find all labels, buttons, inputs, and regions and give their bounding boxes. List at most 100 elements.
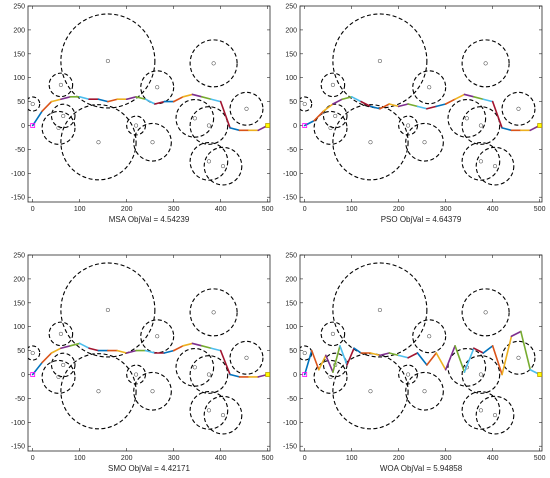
obstacle-circle <box>313 110 348 145</box>
obstacle-center <box>427 334 432 339</box>
path-segment <box>144 349 156 354</box>
path-segment <box>491 345 503 376</box>
path-segment <box>303 119 315 127</box>
obstacle-circle <box>48 321 74 347</box>
obstacle-circle <box>140 70 175 105</box>
y-tick-label: 150 <box>13 300 25 307</box>
path-segment <box>182 93 194 98</box>
x-tick-label: 100 <box>74 455 86 462</box>
path-segment <box>379 352 391 357</box>
axes-box <box>299 254 543 452</box>
obstacle-center <box>105 58 110 64</box>
obstacle-center <box>377 307 382 313</box>
obstacle-circle <box>461 142 501 181</box>
y-tick-label: 100 <box>285 324 297 331</box>
path-segment <box>88 347 100 352</box>
obstacle-center <box>478 123 483 128</box>
plot-area <box>300 262 542 435</box>
obstacle-circle <box>332 353 409 430</box>
obstacle-center <box>56 125 61 130</box>
obstacle-circle <box>126 115 147 136</box>
obstacle-center <box>30 101 35 107</box>
path-segment <box>346 347 355 366</box>
obstacle-circle <box>50 103 76 129</box>
obstacle-circle <box>28 96 41 112</box>
path-segment <box>491 100 503 129</box>
obstacle-center <box>406 123 411 128</box>
obstacle-circle <box>412 319 447 354</box>
path-segment <box>435 103 447 108</box>
obstacle-circle <box>412 70 447 105</box>
obstacle-center <box>96 389 101 394</box>
path-segment <box>473 96 485 101</box>
y-tick-label: 200 <box>13 27 25 34</box>
x-tick-label: 300 <box>440 206 452 213</box>
axes-box <box>27 254 271 452</box>
y-tick-label: 250 <box>13 4 25 11</box>
y-tick-label: -100 <box>283 420 297 427</box>
path-segment <box>78 96 90 101</box>
x-tick-label: 200 <box>393 206 405 213</box>
y-tick-label: 200 <box>285 27 297 34</box>
path-segment <box>388 103 400 108</box>
y-tick-label: -50 <box>15 396 25 403</box>
path-segment <box>482 98 494 103</box>
path-segment <box>229 127 241 132</box>
path-segment <box>520 330 532 371</box>
path-segment <box>332 345 341 373</box>
obstacle-circle <box>175 98 215 138</box>
panel-woa: 0 100 200 300 400 500 -150 -100 -50 0 50 100 150 200 2… <box>283 253 546 474</box>
y-tick-label: 100 <box>13 75 25 82</box>
obstacle-center <box>211 61 216 66</box>
path-segment <box>107 98 119 103</box>
obstacle-circle <box>60 262 156 358</box>
y-tick-label: -50 <box>287 147 297 154</box>
obstacle-center <box>328 374 333 379</box>
path-segment <box>69 342 81 347</box>
x-tick-label: 100 <box>346 206 358 213</box>
y-tick-label: -150 <box>283 195 297 202</box>
obstacle-center <box>150 389 155 394</box>
panel-pso: 0 100 200 300 400 500 -150 -100 -50 0 50 100 150 200 2… <box>283 4 546 225</box>
path-segment <box>144 98 156 105</box>
obstacle-circle <box>405 371 444 411</box>
obstacle-circle <box>461 106 501 145</box>
obstacle-circle <box>405 122 444 162</box>
obstacle-center <box>406 372 411 377</box>
obstacle-circle <box>398 364 419 385</box>
path-segment <box>501 127 513 132</box>
path-segment <box>435 352 447 371</box>
path-segment <box>163 349 175 354</box>
obstacle-circle <box>189 391 229 430</box>
path-segment <box>201 96 213 101</box>
path-segment <box>116 349 128 354</box>
path-segment <box>341 96 353 101</box>
y-tick-label: 50 <box>17 99 25 106</box>
y-tick-label: -150 <box>283 444 297 451</box>
obstacle-circle <box>189 355 229 394</box>
y-tick-label: -100 <box>11 420 25 427</box>
obstacle-center <box>134 123 139 128</box>
x-tick-label: 500 <box>262 206 274 213</box>
y-tick-label: 250 <box>13 253 25 260</box>
obstacle-circle <box>41 359 76 394</box>
obstacle-circle <box>461 355 501 394</box>
obstacle-center <box>105 307 110 313</box>
path-segment <box>407 103 419 108</box>
obstacle-center <box>330 82 335 87</box>
obstacle-circle <box>189 106 229 145</box>
obstacle-center <box>492 413 498 418</box>
obstacle-center <box>483 61 488 66</box>
obstacle-circle <box>313 359 348 394</box>
path-segment <box>125 96 137 101</box>
y-tick-label: 100 <box>285 75 297 82</box>
x-tick-label: 500 <box>534 206 546 213</box>
obstacle-center <box>244 106 249 111</box>
obstacle-center <box>155 334 160 339</box>
obstacle-circle <box>189 39 238 88</box>
path-segment <box>416 352 428 366</box>
x-tick-label: 0 <box>303 206 307 213</box>
obstacle-circle <box>320 321 346 347</box>
path-segment <box>463 93 475 98</box>
y-tick-label: 50 <box>289 99 297 106</box>
